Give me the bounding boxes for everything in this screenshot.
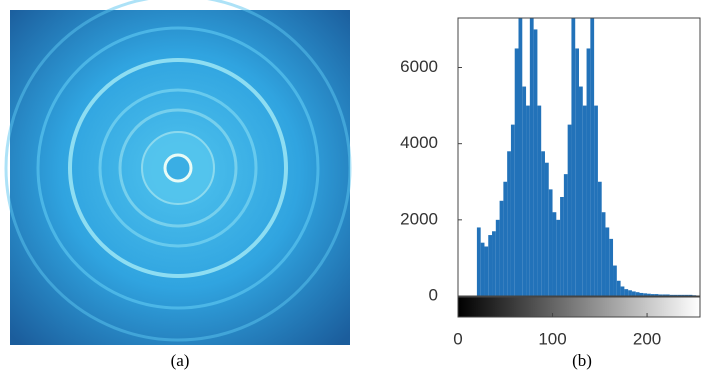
bar xyxy=(510,124,515,296)
bar xyxy=(677,294,682,296)
x-tick-label: 100 xyxy=(538,329,566,348)
bar xyxy=(650,294,655,296)
bar xyxy=(635,292,640,296)
bar xyxy=(647,293,651,296)
bar xyxy=(616,280,621,296)
bar xyxy=(605,227,610,296)
bar xyxy=(567,124,572,296)
bar xyxy=(639,292,644,296)
bar xyxy=(480,242,485,296)
bar xyxy=(601,212,606,296)
bar xyxy=(529,18,534,296)
bar xyxy=(684,294,689,296)
bar xyxy=(492,231,496,296)
bar xyxy=(548,189,553,296)
bar xyxy=(579,86,583,296)
bar xyxy=(552,212,557,296)
bar xyxy=(590,18,595,296)
y-tick-label: 0 xyxy=(429,285,438,304)
bars xyxy=(476,18,700,296)
bar xyxy=(499,200,504,296)
caption: (b) xyxy=(572,351,592,370)
bar xyxy=(597,181,602,296)
bar xyxy=(669,294,674,296)
bar xyxy=(654,294,659,296)
bar xyxy=(594,105,598,296)
bar xyxy=(518,18,523,296)
bar xyxy=(582,105,587,296)
caption: (a) xyxy=(171,351,190,370)
bar xyxy=(681,294,685,296)
bar xyxy=(658,294,663,296)
bar xyxy=(560,196,564,296)
y-tick-label: 6000 xyxy=(400,57,438,76)
bar xyxy=(476,227,481,296)
bar xyxy=(673,294,678,296)
photo xyxy=(4,0,352,345)
bar xyxy=(526,105,530,296)
y-tick-label: 2000 xyxy=(400,209,438,228)
bar xyxy=(631,291,636,296)
bar xyxy=(556,219,561,296)
bar xyxy=(533,29,538,296)
bar xyxy=(643,293,648,296)
bar xyxy=(613,265,617,296)
bar xyxy=(609,238,614,296)
bar xyxy=(541,151,545,296)
bar xyxy=(628,290,632,296)
bar xyxy=(522,86,527,296)
y-tick-label: 4000 xyxy=(400,133,438,152)
bar xyxy=(662,294,666,296)
bar xyxy=(571,18,576,296)
bar xyxy=(503,181,508,296)
bar xyxy=(544,162,549,296)
bar xyxy=(514,48,519,296)
bar xyxy=(586,48,591,296)
bar xyxy=(575,48,579,296)
bar xyxy=(488,235,493,296)
bar xyxy=(688,294,693,296)
bar xyxy=(537,105,542,296)
bar xyxy=(665,294,670,296)
bar xyxy=(563,174,568,296)
plot-frame xyxy=(457,17,701,297)
x-tick-label: 0 xyxy=(453,329,462,348)
bar xyxy=(495,219,500,296)
colorbar xyxy=(457,296,701,318)
x-tick-label: 200 xyxy=(633,329,661,348)
bar xyxy=(484,246,489,296)
bar xyxy=(620,286,625,296)
bar xyxy=(624,289,629,296)
bar xyxy=(507,151,511,296)
